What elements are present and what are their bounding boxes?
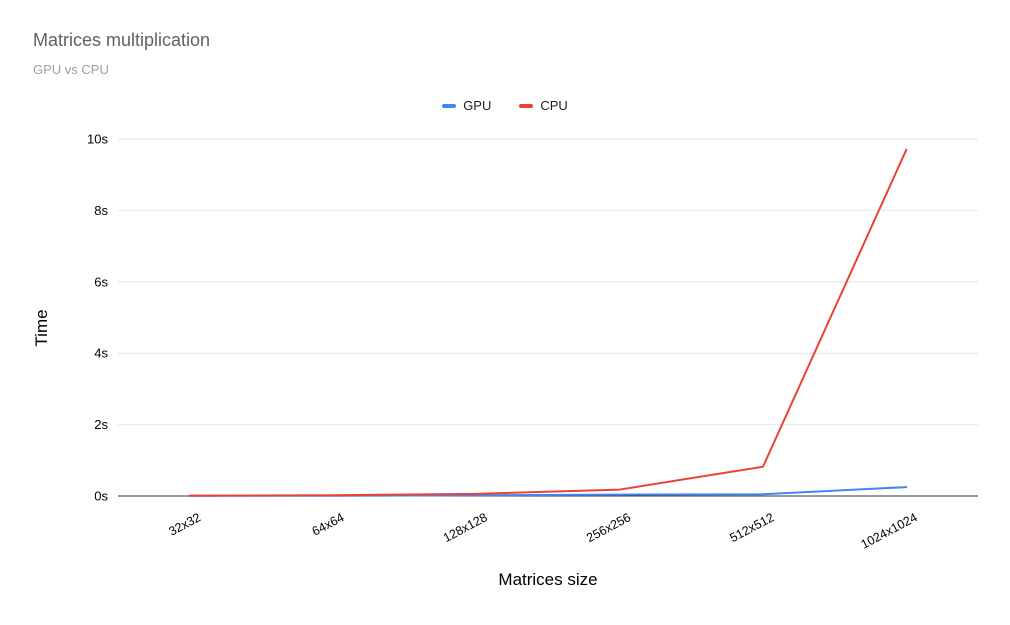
y-tick-label: 4s bbox=[94, 346, 108, 361]
x-tick-label: 128x128 bbox=[441, 510, 490, 545]
y-tick-label: 10s bbox=[87, 132, 108, 147]
chart-title: Matrices multiplication bbox=[33, 30, 211, 50]
legend-item-gpu: GPU bbox=[442, 98, 491, 113]
x-axis-title: Matrices size bbox=[498, 570, 598, 589]
x-tick-label: 512x512 bbox=[727, 510, 776, 545]
chart-subtitle: GPU vs CPU bbox=[33, 62, 109, 77]
legend-item-cpu: CPU bbox=[519, 98, 568, 113]
x-tick-label: 32x32 bbox=[166, 510, 203, 538]
y-axis-title: Time bbox=[32, 309, 51, 347]
x-tick-label: 64x64 bbox=[310, 510, 347, 538]
legend-label-gpu: GPU bbox=[463, 98, 492, 113]
cpu-series-line bbox=[188, 148, 908, 497]
gpu-series-swatch-icon bbox=[442, 103, 457, 108]
x-tick-label: 256x256 bbox=[584, 510, 633, 545]
legend-label-cpu: CPU bbox=[540, 98, 568, 113]
legend: GPU CPU bbox=[0, 98, 1010, 113]
y-tick-label: 6s bbox=[94, 274, 108, 289]
y-tick-label: 2s bbox=[94, 417, 108, 432]
x-tick-label: 1024x1024 bbox=[859, 510, 920, 551]
y-tick-label: 8s bbox=[94, 203, 108, 218]
y-tick-label: 0s bbox=[94, 489, 108, 504]
cpu-series-swatch-icon bbox=[519, 103, 534, 108]
